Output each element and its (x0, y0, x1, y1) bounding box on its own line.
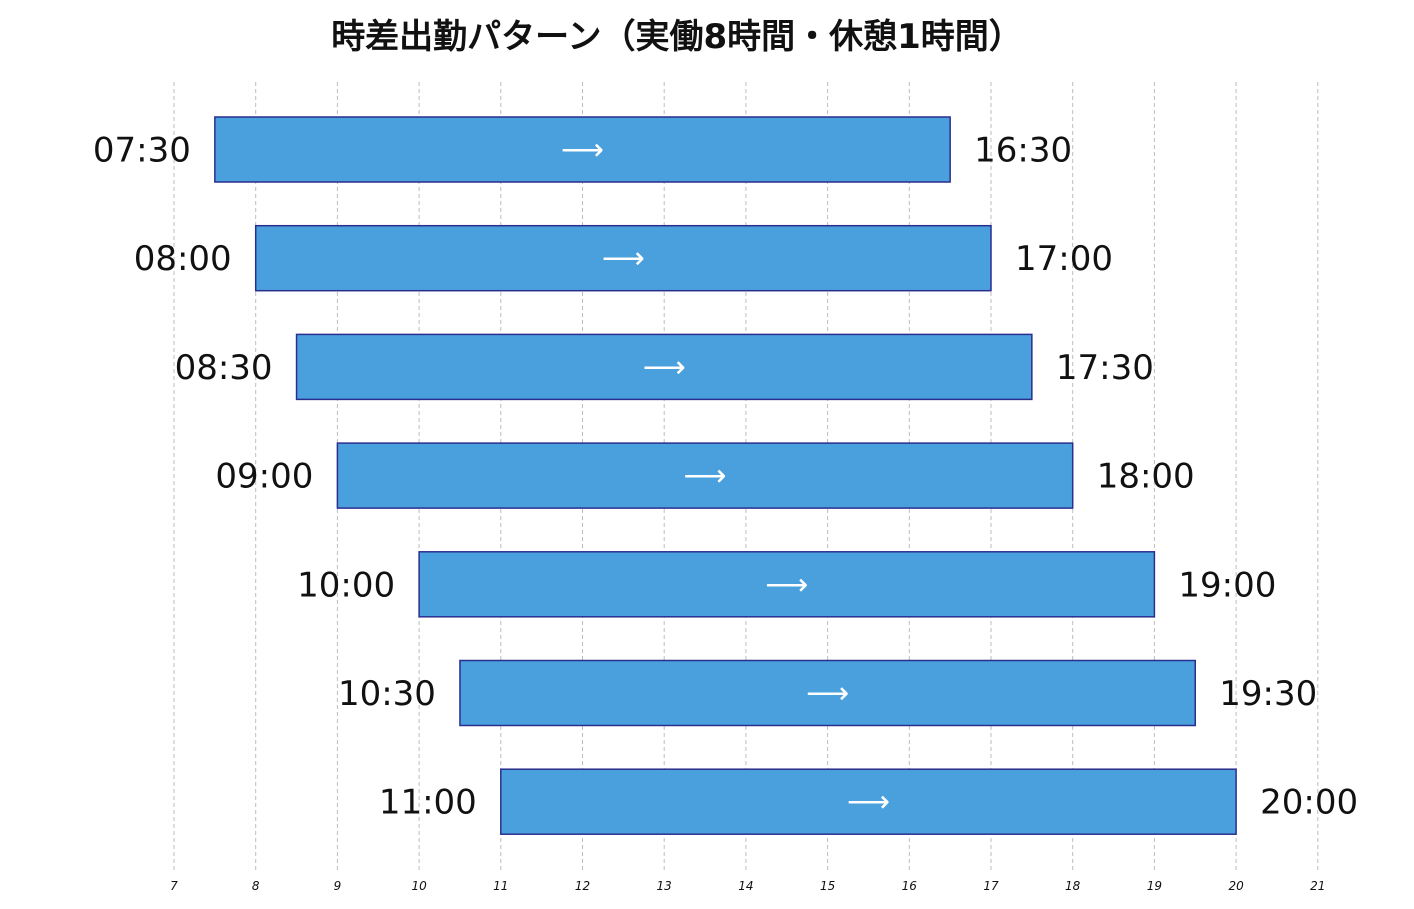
x-axis: 7 8 9 10 11 12 13 14 15 16 17 18 19 20 21 (170, 879, 1325, 893)
start-time-label: 08:30 (175, 348, 273, 388)
shift-bar (336, 442, 1074, 509)
start-time-label: 07:30 (93, 131, 191, 171)
arrow-icon: ⟶ (643, 350, 686, 385)
start-time-label: 08:00 (134, 239, 232, 279)
start-time-label: 10:30 (338, 674, 436, 714)
x-tick-label-7: 7 (170, 879, 178, 893)
bar-row-1: ⟶ 07:30 16:30 (93, 116, 1072, 183)
bar-row-5: ⟶ 10:00 19:00 (297, 551, 1276, 618)
x-tick-label-19: 19 (1147, 879, 1162, 893)
arrow-icon: ⟶ (684, 459, 727, 494)
end-time-label: 19:30 (1219, 674, 1317, 714)
x-tick-label-13: 13 (657, 879, 672, 893)
x-tick-label-8: 8 (252, 879, 260, 893)
start-time-label: 09:00 (215, 457, 313, 497)
shift-bar (418, 551, 1156, 618)
bar-row-4: ⟶ 09:00 18:00 (215, 442, 1195, 509)
arrow-icon: ⟶ (806, 676, 849, 711)
shift-bar (459, 659, 1196, 727)
shift-bar (295, 333, 1033, 401)
x-tick-label-12: 12 (575, 879, 590, 893)
end-time-label: 16:30 (974, 131, 1072, 171)
bars: ⟶ 07:30 16:30 ⟶ 08:00 17:00 ⟶ 08:30 17:30 ⟶ 09:00 1… (93, 116, 1358, 835)
x-tick-label-17: 17 (983, 879, 999, 893)
x-tick-label-21: 21 (1310, 879, 1325, 893)
x-tick-label-18: 18 (1065, 879, 1081, 893)
shift-bar (214, 116, 951, 183)
start-time-label: 11:00 (379, 783, 477, 823)
x-tick-label-16: 16 (902, 879, 918, 893)
shift-bar (500, 768, 1237, 835)
end-time-label: 17:00 (1015, 239, 1113, 279)
bar-row-3: ⟶ 08:30 17:30 (175, 333, 1154, 401)
arrow-icon: ⟶ (561, 133, 604, 168)
x-tick-label-10: 10 (411, 879, 427, 893)
bar-row-7: ⟶ 11:00 20:00 (379, 768, 1358, 835)
start-time-label: 10:00 (297, 565, 395, 605)
end-time-label: 19:00 (1178, 565, 1276, 605)
arrow-icon: ⟶ (765, 567, 808, 602)
x-tick-label-20: 20 (1228, 879, 1244, 893)
shift-bar (254, 224, 992, 292)
bar-row-6: ⟶ 10:30 19:30 (338, 659, 1317, 727)
bar-row-2: ⟶ 08:00 17:00 (134, 224, 1113, 292)
x-tick-label-11: 11 (493, 879, 508, 893)
end-time-label: 20:00 (1260, 783, 1358, 823)
x-tick-label-9: 9 (334, 879, 342, 893)
arrow-icon: ⟶ (847, 785, 890, 820)
end-time-label: 18:00 (1097, 457, 1195, 497)
end-time-label: 17:30 (1056, 348, 1154, 388)
arrow-icon: ⟶ (602, 241, 645, 276)
chart-title: 時差出勤パターン（実働8時間・休憩1時間） (331, 17, 1023, 57)
x-tick-label-14: 14 (738, 879, 753, 893)
x-tick-label-15: 15 (820, 879, 835, 893)
